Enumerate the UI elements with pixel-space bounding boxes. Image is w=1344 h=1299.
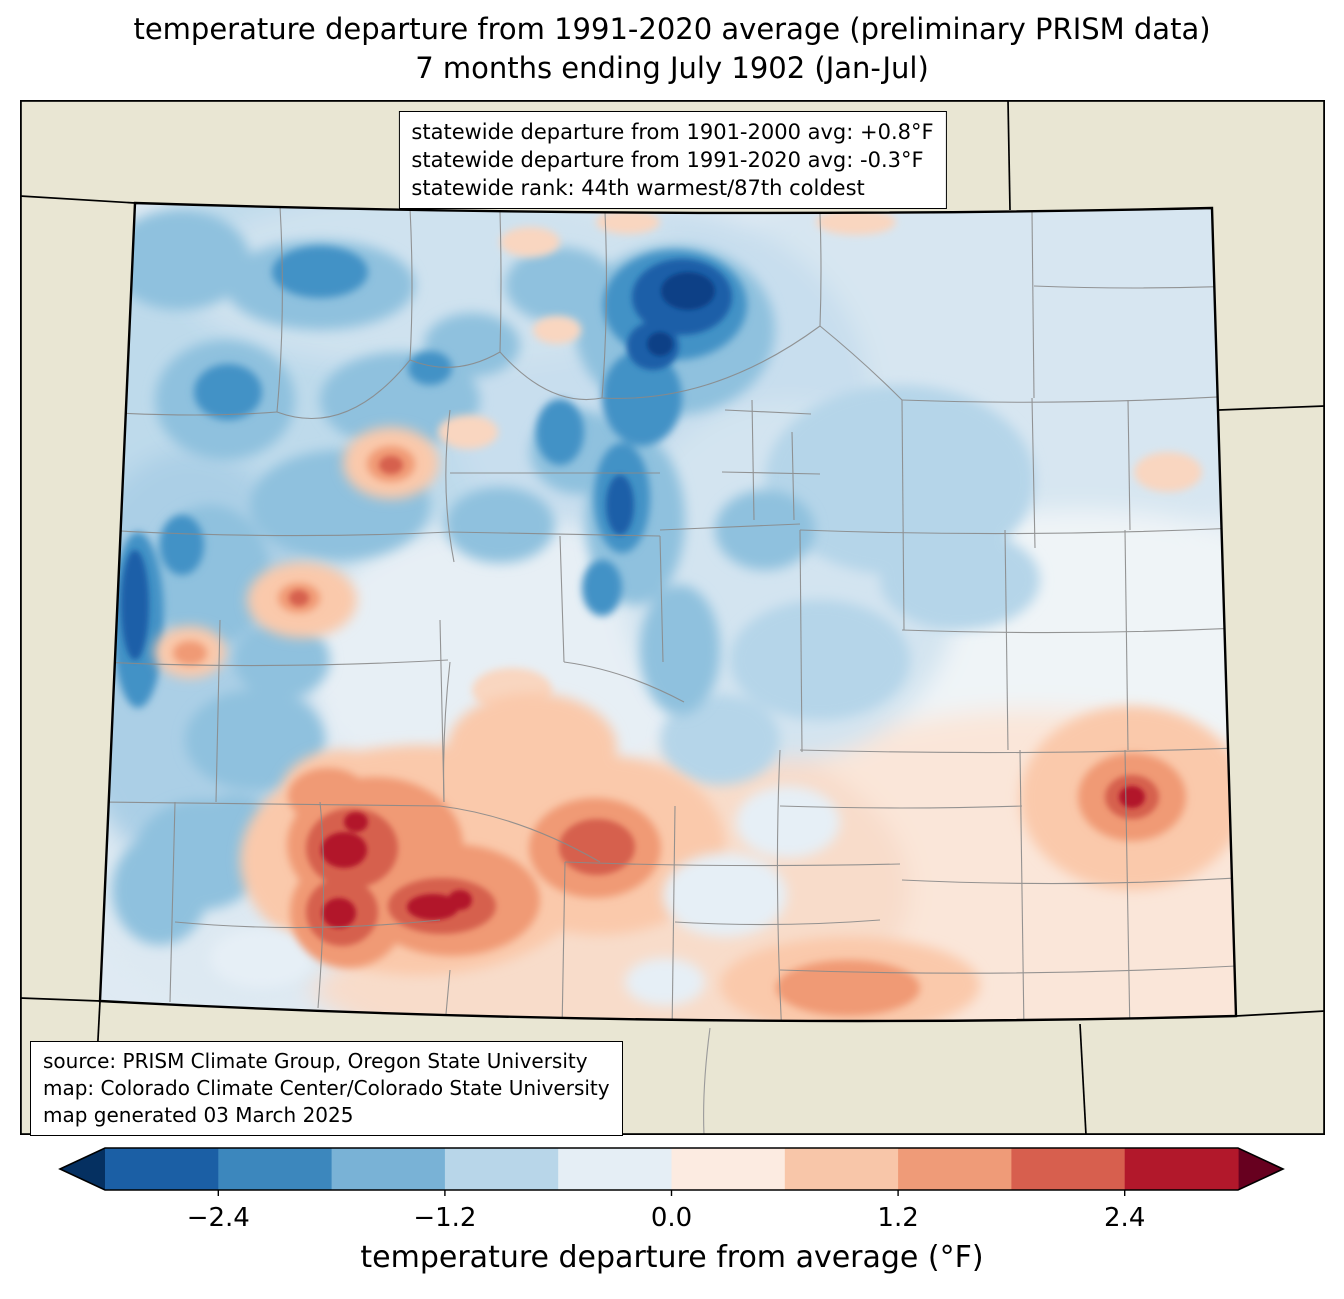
map-canvas — [20, 100, 1325, 1135]
colorbar-segment — [1124, 1148, 1239, 1190]
source-line: source: PRISM Climate Group, Oregon Stat… — [43, 1049, 588, 1073]
dark-red-cores — [321, 786, 1145, 928]
colorbar-tick-label: −2.4 — [187, 1203, 250, 1233]
colorbar-axis-label: temperature departure from average (°F) — [360, 1240, 984, 1275]
colorbar-over-arrow — [1238, 1148, 1283, 1190]
colorbar-svg: −2.4 −1.2 0.0 1.2 2.4 — [58, 1147, 1285, 1233]
stats-line-rank: statewide rank: 44th warmest/87th coldes… — [411, 176, 865, 200]
colorbar-outline — [58, 1147, 1285, 1191]
colorbar: −2.4 −1.2 0.0 1.2 2.4 — [58, 1145, 1285, 1237]
pale-pockets — [210, 786, 840, 1006]
colorbar-segment — [105, 1148, 219, 1190]
neighbor-county-line — [703, 1027, 711, 1135]
title-line-2: 7 months ending July 1902 (Jan-Jul) — [415, 51, 929, 85]
stats-line-1901-2000: statewide departure from 1901-2000 avg: … — [411, 120, 934, 144]
title-line-1: temperature departure from 1991-2020 ave… — [133, 12, 1211, 46]
colorbar-segment — [784, 1148, 899, 1190]
colorbar-segment — [671, 1148, 786, 1190]
colorbar-segment — [898, 1148, 1012, 1190]
map-credit-line: map: Colorado Climate Center/Colorado St… — [43, 1076, 610, 1100]
darkest-blue-cores — [647, 272, 715, 356]
stats-line-1991-2020: statewide departure from 1991-2020 avg: … — [411, 148, 924, 172]
colorbar-tick-label: 0.0 — [651, 1203, 692, 1233]
colorbar-segment — [218, 1148, 333, 1190]
figure-title: temperature departure from 1991-2020 ave… — [0, 10, 1344, 88]
temperature-anomaly-field — [100, 203, 1236, 1021]
colorbar-under-arrow — [60, 1148, 105, 1190]
axes-frame — [20, 100, 1325, 1135]
light-blue-patches — [660, 385, 1040, 785]
colorado-state-border — [98, 201, 1238, 1023]
generated-date-line: map generated 03 March 2025 — [43, 1103, 354, 1127]
colorbar-segment — [444, 1148, 559, 1190]
colorbar-segment — [1011, 1148, 1126, 1190]
source-attribution-box: source: PRISM Climate Group, Oregon Stat… — [30, 1041, 623, 1136]
colorbar-segment — [558, 1148, 673, 1190]
colorbar-segment — [331, 1148, 446, 1190]
statewide-stats-box: statewide departure from 1901-2000 avg: … — [398, 111, 947, 209]
colorado-anomaly-map: statewide departure from 1901-2000 avg: … — [20, 100, 1325, 1136]
colorbar-tick-label: 2.4 — [1104, 1203, 1145, 1233]
county-lines — [100, 205, 1236, 1021]
colorbar-tick-label: 1.2 — [877, 1203, 918, 1233]
colorbar-tick-label: −1.2 — [413, 1203, 476, 1233]
